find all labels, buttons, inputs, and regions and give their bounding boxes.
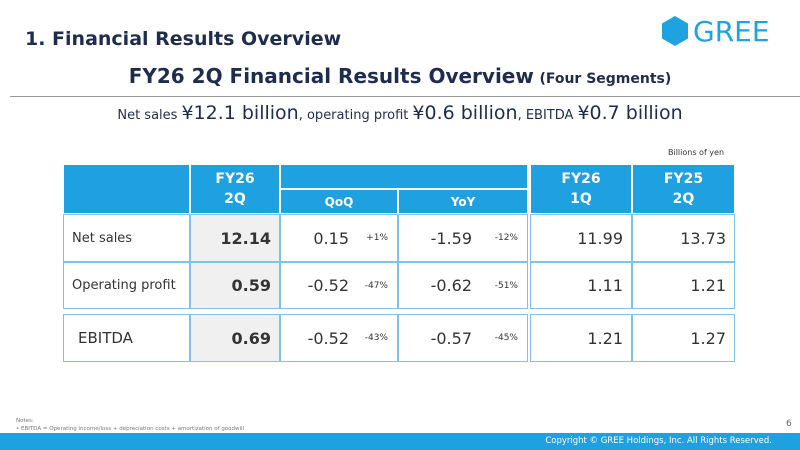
prev_y-cell: 1.27 <box>632 314 735 362</box>
yoy-cell: -1.59 -12% <box>398 214 528 262</box>
summary-label: , EBITDA <box>517 108 574 123</box>
logo-text: GREE <box>693 15 770 48</box>
change-value: -0.52 <box>307 328 349 348</box>
header-text: FY25 <box>663 171 704 187</box>
change-percent: -12% <box>494 233 518 243</box>
header-cell: FY25 2Q <box>632 164 735 214</box>
header-cell <box>63 164 190 214</box>
header-cell: FY26 2Q <box>190 164 280 214</box>
change-percent: -45% <box>494 333 518 343</box>
label-text: EBITDA <box>78 329 133 347</box>
header-text: FY26 <box>561 171 601 187</box>
header-text: 1Q <box>570 191 592 207</box>
summary-figure: ¥12.1 billion <box>181 102 299 124</box>
qoq-cell: -0.52 -47% <box>280 262 398 309</box>
row-label: Operating profit <box>63 262 190 309</box>
header-cell: QoQ <box>280 189 398 214</box>
logo-mark <box>662 16 688 46</box>
value: 1.27 <box>690 328 726 348</box>
change-percent: +1% <box>366 233 388 243</box>
current-cell: 12.14 <box>190 214 280 262</box>
note-text: EBITDA = Operating income/loss + depreci… <box>21 426 245 432</box>
change-value: -0.52 <box>307 276 349 295</box>
section-title: 1. Financial Results Overview <box>25 28 342 50</box>
title-suffix: (Four Segments) <box>539 71 672 87</box>
divider <box>10 96 800 97</box>
prev_q-cell: 1.11 <box>530 262 632 309</box>
header-text: YoY <box>450 194 476 209</box>
qoq-cell: -0.52 -43% <box>280 314 398 362</box>
value: 1.11 <box>587 276 623 295</box>
footer-text: Copyright © GREE Holdings, Inc. All Righ… <box>545 436 772 446</box>
summary-figure: ¥0.6 billion <box>412 102 518 124</box>
yoy-cell: -0.62 -51% <box>398 262 528 309</box>
prev_y-cell: 13.73 <box>632 214 735 262</box>
logo: GREE <box>662 15 770 48</box>
prev_y-cell: 1.21 <box>632 262 735 309</box>
change-value: -1.59 <box>430 228 472 248</box>
current-cell: 0.69 <box>190 314 280 362</box>
unit-note: Billions of yen <box>668 148 725 157</box>
summary-label: , operating profit <box>298 108 409 123</box>
qoq-cell: 0.15 +1% <box>280 214 398 262</box>
change-percent: -47% <box>364 280 388 291</box>
prev_q-cell: 11.99 <box>530 214 632 262</box>
current-cell: 0.59 <box>190 262 280 309</box>
page-number: 6 <box>786 419 792 429</box>
header-cell: YoY <box>398 189 528 214</box>
value: 12.14 <box>220 228 271 248</box>
row-label: EBITDA <box>63 314 190 362</box>
notes-heading: Notes: <box>16 418 34 424</box>
footer-bar <box>0 433 800 450</box>
value: 1.21 <box>587 328 623 348</box>
row-label: Net sales <box>63 214 190 262</box>
value: 0.59 <box>231 276 271 295</box>
note-item: • EBITDA = Operating income/loss + depre… <box>16 426 245 432</box>
prev_q-cell: 1.21 <box>530 314 632 362</box>
value: 1.21 <box>690 276 726 295</box>
header-text: QoQ <box>324 194 354 209</box>
value: 0.69 <box>231 328 271 348</box>
label-text: Net sales <box>72 230 133 246</box>
summary-figure: ¥0.7 billion <box>577 102 683 124</box>
header-cell <box>280 164 528 189</box>
title-main: FY26 2Q Financial Results Overview <box>128 64 534 88</box>
summary: Net sales ¥12.1 billion, operating profit… <box>0 102 800 124</box>
header-text: FY26 <box>215 171 255 187</box>
change-percent: -51% <box>494 280 518 291</box>
change-value: 0.15 <box>313 228 349 248</box>
header-cell: FY26 1Q <box>530 164 632 214</box>
header-text: 2Q <box>224 191 246 207</box>
change-percent: -43% <box>364 333 388 343</box>
label-text: Operating profit <box>72 278 176 293</box>
notes: Notes: • EBITDA = Operating income/loss … <box>16 417 244 433</box>
summary-label: Net sales <box>117 108 178 123</box>
value: 13.73 <box>680 228 726 248</box>
yoy-cell: -0.57 -45% <box>398 314 528 362</box>
title: FY26 2Q Financial Results Overview (Four… <box>0 64 800 88</box>
value: 11.99 <box>577 228 623 248</box>
change-value: -0.62 <box>430 276 472 295</box>
change-value: -0.57 <box>430 328 472 348</box>
header-text: 2Q <box>672 191 695 207</box>
